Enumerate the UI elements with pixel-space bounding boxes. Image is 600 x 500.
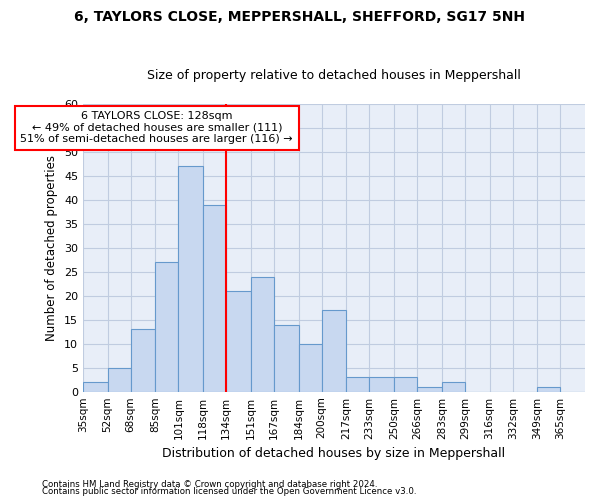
Bar <box>537 387 560 392</box>
Bar <box>442 382 465 392</box>
Bar <box>417 387 442 392</box>
Bar <box>83 382 107 392</box>
Title: Size of property relative to detached houses in Meppershall: Size of property relative to detached ho… <box>147 69 521 82</box>
Bar <box>274 324 299 392</box>
Bar <box>299 344 322 392</box>
Bar <box>131 330 155 392</box>
Text: 6, TAYLORS CLOSE, MEPPERSHALL, SHEFFORD, SG17 5NH: 6, TAYLORS CLOSE, MEPPERSHALL, SHEFFORD,… <box>74 10 526 24</box>
Bar <box>322 310 346 392</box>
Bar <box>346 378 370 392</box>
Text: Contains public sector information licensed under the Open Government Licence v3: Contains public sector information licen… <box>42 487 416 496</box>
Bar <box>394 378 417 392</box>
Bar <box>226 291 251 392</box>
Bar <box>155 262 178 392</box>
X-axis label: Distribution of detached houses by size in Meppershall: Distribution of detached houses by size … <box>163 447 506 460</box>
Bar <box>370 378 394 392</box>
Bar <box>178 166 203 392</box>
Bar <box>203 204 226 392</box>
Bar <box>251 276 274 392</box>
Text: 6 TAYLORS CLOSE: 128sqm
← 49% of detached houses are smaller (111)
51% of semi-d: 6 TAYLORS CLOSE: 128sqm ← 49% of detache… <box>20 111 293 144</box>
Bar <box>107 368 131 392</box>
Text: Contains HM Land Registry data © Crown copyright and database right 2024.: Contains HM Land Registry data © Crown c… <box>42 480 377 489</box>
Y-axis label: Number of detached properties: Number of detached properties <box>46 155 58 341</box>
